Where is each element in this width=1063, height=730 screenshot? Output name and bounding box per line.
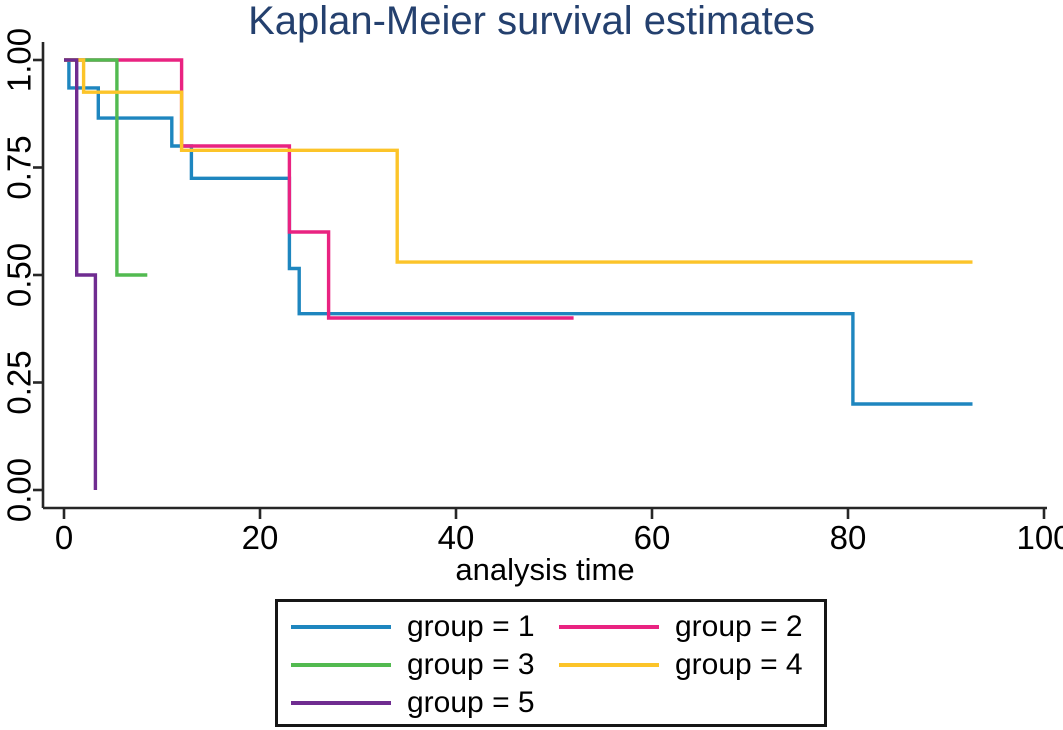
legend-item-group-2: group = 2 [556, 608, 824, 646]
legend-label: group = 3 [407, 648, 535, 681]
legend-line-swatch [291, 701, 391, 705]
legend: group = 1 group = 2 group = 3 group = 4 grou… [275, 599, 827, 727]
x-tick-label-40: 40 [438, 519, 475, 556]
legend-line-swatch [291, 663, 391, 667]
legend-line-swatch [559, 663, 659, 667]
legend-item-group-1: group = 1 [288, 608, 556, 646]
legend-item-group-3: group = 3 [288, 646, 556, 684]
legend-line-swatch [559, 625, 659, 629]
y-tick-label-0.25: 0.25 [1, 350, 38, 414]
legend-label: group = 5 [407, 686, 535, 719]
legend-label: group = 2 [675, 610, 803, 643]
km-curve-2 [64, 58, 574, 320]
x-tick-label-100: 100 [1016, 519, 1063, 556]
legend-line-swatch [291, 625, 391, 629]
x-tick-label-0: 0 [55, 519, 73, 556]
legend-label: group = 4 [675, 648, 803, 681]
x-axis-ticks: 0 20 40 60 80 100 [55, 508, 1063, 556]
y-tick-label-0.75: 0.75 [1, 135, 38, 199]
km-curve-5 [64, 58, 98, 490]
km-curve-3 [64, 58, 148, 277]
survival-curves [64, 58, 973, 490]
legend-item-group-4: group = 4 [556, 646, 824, 684]
legend-item-group-5: group = 5 [288, 684, 556, 722]
km-curve-4 [64, 58, 973, 264]
y-tick-label-0.00: 0.00 [1, 458, 38, 522]
y-tick-label-0.50: 0.50 [1, 243, 38, 307]
x-axis-label: analysis time [455, 552, 635, 587]
y-tick-label-1.00: 1.00 [1, 28, 38, 92]
x-tick-label-20: 20 [242, 519, 279, 556]
y-axis-ticks: 0.00 0.25 0.50 0.75 1.00 [1, 28, 43, 522]
legend-label: group = 1 [407, 610, 535, 643]
x-tick-label-60: 60 [634, 519, 671, 556]
chart-title: Kaplan-Meier survival estimates [248, 0, 815, 43]
axes [41, 42, 1047, 510]
x-tick-label-80: 80 [830, 519, 867, 556]
km-curve-1 [64, 58, 973, 406]
